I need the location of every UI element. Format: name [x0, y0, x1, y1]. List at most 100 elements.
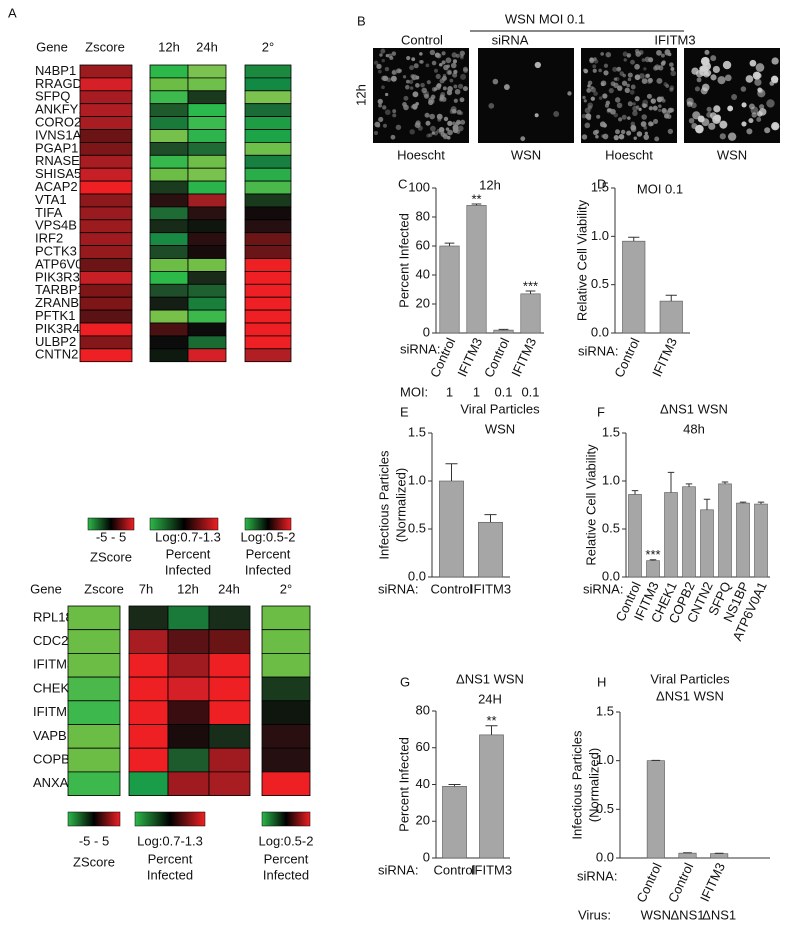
cell	[660, 96, 664, 101]
bar	[710, 853, 729, 859]
cell	[643, 67, 647, 71]
cell	[429, 49, 436, 56]
heatmap-cell	[244, 154, 292, 169]
cell	[613, 134, 619, 141]
cell	[731, 94, 738, 100]
y-tick-label: 0.0	[408, 568, 426, 583]
x-prefix: siRNA:	[378, 581, 418, 596]
color-scale-label: Infected	[263, 867, 309, 882]
y-tick-label: 0	[423, 324, 430, 339]
cell	[616, 102, 623, 109]
gene-label: RRAGD	[35, 76, 82, 91]
bar	[466, 205, 487, 334]
color-scale-label: Log:0.5-2	[259, 833, 314, 848]
heatmap-cell	[244, 116, 292, 130]
cell	[592, 64, 597, 69]
significance: **	[471, 191, 481, 206]
heatmap-cell	[149, 348, 189, 363]
cell	[752, 71, 761, 80]
gene-label: ANXA1	[33, 775, 76, 790]
heatmap-cell	[244, 348, 292, 363]
cell	[641, 58, 646, 62]
cell	[630, 84, 636, 90]
heatmap-header: Zscore	[84, 581, 124, 596]
panel-label: C	[398, 176, 407, 191]
heatmap-cell	[244, 232, 292, 246]
cell	[594, 59, 599, 64]
cell	[421, 87, 428, 94]
y-tick-label: 1.5	[408, 424, 426, 439]
heatmap-cell	[79, 219, 133, 234]
heatmap-cell	[79, 258, 133, 272]
color-scale-label: Percent	[246, 546, 291, 561]
cell	[460, 119, 466, 125]
cell	[438, 62, 443, 67]
heatmap-cell	[261, 747, 311, 773]
cell	[600, 52, 604, 56]
cell	[391, 51, 397, 56]
cell	[646, 93, 652, 99]
heatmap-cell	[149, 283, 189, 298]
heatmap-header: 24h	[218, 581, 240, 596]
cell	[520, 136, 526, 142]
error-bar	[667, 471, 675, 493]
heatmap-cell	[187, 167, 227, 182]
cell	[449, 78, 454, 83]
cell	[626, 130, 632, 136]
cell	[457, 125, 464, 132]
cell	[593, 91, 598, 96]
cell	[376, 63, 382, 70]
cell	[452, 59, 457, 64]
cell	[669, 107, 675, 113]
cell	[741, 102, 747, 108]
cell	[710, 55, 717, 62]
heatmap-cell	[149, 64, 189, 79]
y-axis-label: Percent Infected	[396, 737, 411, 832]
error-bar	[721, 481, 729, 484]
cell	[605, 100, 611, 106]
chart-title: MOI 0.1	[637, 181, 683, 196]
cell	[492, 78, 499, 85]
cell	[710, 74, 717, 81]
cell	[647, 77, 653, 83]
cell	[384, 109, 391, 116]
heatmap-cell	[167, 771, 210, 797]
heatmap-cell	[261, 605, 311, 631]
cell	[696, 77, 702, 83]
cell	[757, 87, 763, 93]
error-bar	[448, 784, 461, 787]
cell	[385, 92, 389, 97]
cell	[641, 103, 646, 108]
chart-title: ΔNS1 WSN	[456, 671, 524, 686]
cell	[618, 133, 625, 140]
cell	[712, 65, 720, 74]
cell	[587, 84, 591, 88]
cell	[602, 93, 608, 99]
gene-label: ACAP2	[35, 179, 78, 194]
heatmap-cell	[167, 629, 210, 654]
cell	[592, 68, 597, 73]
gene-label: TARBP1	[35, 282, 85, 297]
cell	[627, 72, 633, 78]
cell	[447, 70, 452, 75]
cell	[605, 51, 612, 58]
cell	[626, 54, 631, 58]
cell	[447, 129, 453, 136]
cell	[403, 95, 409, 101]
heatmap-cell	[149, 103, 189, 117]
y-tick-label: 0.0	[591, 324, 609, 339]
gene-label: CHEK1	[33, 680, 76, 695]
cell	[709, 112, 717, 120]
cell	[436, 113, 442, 119]
gene-label: CDC2	[33, 633, 68, 648]
color-scale	[67, 811, 121, 827]
heatmap-cell	[187, 180, 227, 195]
heatmap-cell	[149, 77, 189, 92]
cell	[608, 88, 614, 94]
cell	[431, 60, 437, 66]
cell	[658, 104, 662, 108]
cell	[624, 87, 630, 93]
cell	[598, 68, 602, 73]
cell	[690, 102, 697, 109]
y-tick-label: 0.5	[408, 520, 426, 535]
